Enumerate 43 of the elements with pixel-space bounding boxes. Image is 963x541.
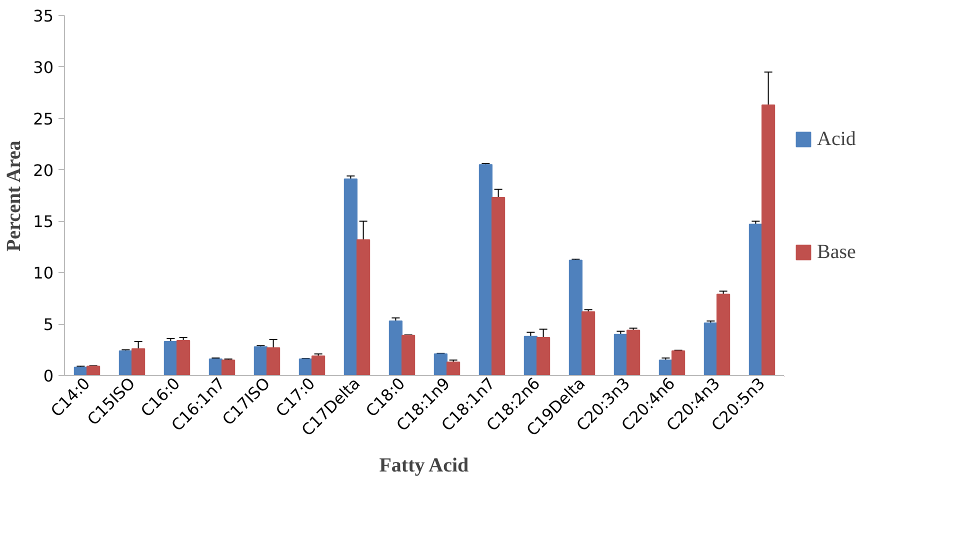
bar	[266, 347, 280, 376]
y-tick-label: 30	[33, 58, 54, 77]
bar	[672, 350, 686, 376]
bar	[86, 366, 100, 376]
bar	[164, 341, 178, 376]
bar	[176, 340, 190, 376]
bar	[478, 164, 492, 376]
bar	[446, 362, 460, 376]
y-tick-label: 35	[33, 6, 54, 26]
legend-label: Acid	[817, 128, 856, 150]
y-tick-label: 5	[43, 315, 54, 334]
bar	[118, 350, 132, 376]
bar	[132, 348, 146, 376]
bar	[762, 104, 776, 376]
y-axis-title: Percent Area	[3, 140, 26, 252]
bar	[658, 360, 672, 376]
bar	[568, 260, 582, 376]
y-tick-label: 20	[33, 160, 54, 180]
bar	[524, 336, 538, 376]
bar	[716, 294, 730, 376]
y-tick-label: 10	[33, 264, 54, 283]
bar	[298, 358, 312, 376]
bar	[434, 353, 448, 376]
bar	[254, 346, 268, 376]
y-tick-label: 0	[43, 366, 54, 386]
y-tick-label: 15	[33, 212, 54, 232]
bar	[614, 334, 628, 376]
bar	[536, 336, 550, 376]
bar	[704, 322, 718, 376]
bar	[208, 358, 222, 376]
bar	[356, 239, 370, 376]
legend-label: Base	[817, 240, 856, 264]
bar	[222, 360, 236, 376]
bar	[388, 320, 402, 376]
x-axis-title: Fatty Acid	[379, 454, 469, 476]
bar	[748, 224, 762, 376]
bar	[402, 334, 416, 376]
bar	[344, 178, 358, 376]
bar	[626, 330, 640, 376]
bar	[492, 197, 506, 376]
bar	[582, 311, 596, 376]
bar	[312, 355, 326, 376]
y-tick-label: 25	[33, 109, 54, 128]
